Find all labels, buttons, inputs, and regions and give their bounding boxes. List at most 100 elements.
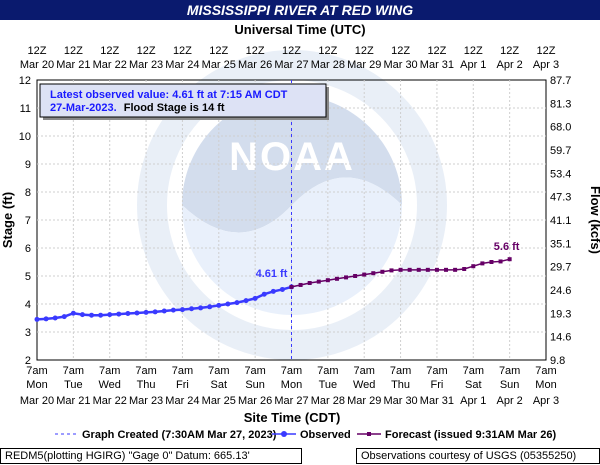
right-tick-label: 35.1 — [550, 238, 571, 250]
bottom-tick-date: Mar 27 — [274, 395, 308, 407]
footer-source: Observations courtesy of USGS (05355250) — [356, 448, 600, 464]
footer-datum: REDM5(plotting HGIRG) "Gage 0" Datum: 66… — [0, 448, 302, 464]
y-tick-label: 10 — [19, 131, 31, 143]
observed-point — [98, 312, 104, 318]
info-box: Latest observed value: 4.61 ft at 7:15 A… — [39, 83, 329, 120]
y-tick-label: 7 — [25, 215, 31, 227]
bottom-tick-date: Mar 31 — [420, 395, 454, 407]
observed-point — [243, 298, 249, 304]
observed-point — [252, 295, 258, 301]
right-tick-label: 53.4 — [550, 168, 571, 180]
top-tick-time: 12Z — [246, 45, 265, 57]
top-tick-date: Mar 30 — [383, 59, 417, 71]
bottom-tick-time: 7am — [463, 365, 484, 377]
x-axis-title: Site Time (CDT) — [244, 410, 341, 425]
forecast-value-label: 5.6 ft — [494, 241, 520, 253]
bottom-tick-date: Apr 1 — [460, 395, 486, 407]
top-axis-ticks: 12Z Mar 20 12Z Mar 21 12Z Mar 22 12Z Mar 23 12Z M… — [20, 45, 559, 71]
observed-point — [179, 307, 185, 313]
top-tick-time: 12Z — [464, 45, 483, 57]
forecast-point — [480, 261, 485, 266]
top-tick-date: Mar 23 — [129, 59, 163, 71]
bottom-tick-time: 7am — [244, 365, 265, 377]
observed-point — [116, 311, 122, 317]
bottom-tick-time: 7am — [354, 365, 375, 377]
forecast-point — [353, 274, 358, 278]
bottom-tick-day: Sat — [211, 379, 228, 391]
bottom-tick-date: Mar 28 — [311, 395, 345, 407]
observed-point — [225, 301, 231, 307]
bottom-tick-date: Apr 2 — [496, 395, 522, 407]
observed-point — [134, 310, 140, 316]
right-axis-title: Flow (kcfs) — [588, 186, 600, 254]
info-date: 27-Mar-2023. — [50, 102, 117, 114]
right-tick-label: 9.8 — [550, 355, 565, 367]
observed-point — [43, 316, 49, 322]
top-tick-date: Mar 22 — [93, 59, 127, 71]
observed-point — [143, 309, 149, 315]
chart-title: MISSISSIPPI RIVER AT RED WING — [187, 2, 413, 18]
bottom-tick-date: Mar 20 — [20, 395, 54, 407]
forecast-point — [416, 267, 421, 272]
observed-point — [152, 309, 158, 315]
forecast-point — [398, 267, 403, 272]
top-tick-date: Mar 25 — [202, 59, 236, 71]
bottom-tick-day: Fri — [431, 379, 444, 391]
observed-point — [279, 286, 285, 292]
right-tick-label: 19.3 — [550, 308, 571, 320]
top-tick-time: 12Z — [28, 45, 47, 57]
forecast-point — [344, 275, 349, 280]
observed-point — [189, 306, 195, 312]
observed-point — [216, 302, 222, 308]
bottom-tick-day: Mon — [281, 379, 302, 391]
top-tick-time: 12Z — [537, 45, 556, 57]
top-tick-time: 12Z — [209, 45, 228, 57]
observed-point — [61, 314, 67, 320]
forecast-point — [471, 264, 476, 269]
right-tick-label: 47.3 — [550, 192, 571, 204]
observed-point — [107, 312, 113, 318]
forecast-point — [298, 282, 303, 287]
observed-point — [79, 312, 85, 318]
bottom-tick-date: Mar 26 — [238, 395, 272, 407]
bottom-tick-date: Mar 21 — [56, 395, 90, 407]
forecast-point — [453, 267, 458, 272]
top-tick-date: Apr 3 — [533, 59, 559, 71]
bottom-tick-day: Sat — [465, 379, 482, 391]
y-tick-label: 8 — [25, 187, 31, 199]
forecast-point — [462, 267, 467, 271]
top-tick-time: 12Z — [391, 45, 410, 57]
observed-point — [270, 288, 276, 294]
observed-point — [170, 307, 176, 313]
bottom-tick-time: 7am — [99, 365, 120, 377]
bottom-tick-date: Mar 22 — [93, 395, 127, 407]
observed-point — [125, 311, 131, 317]
top-tick-date: Mar 26 — [238, 59, 272, 71]
bottom-tick-day: Wed — [99, 379, 121, 391]
legend: Graph Created (7:30AM Mar 27, 2023) Obse… — [55, 429, 557, 441]
top-tick-time: 12Z — [500, 45, 519, 57]
right-tick-label: 14.6 — [550, 332, 571, 344]
bottom-tick-date: Mar 24 — [165, 395, 199, 407]
observed-point — [234, 300, 240, 306]
bottom-tick-date: Apr 3 — [533, 395, 559, 407]
top-tick-date: Mar 31 — [420, 59, 454, 71]
y-tick-label: 9 — [25, 159, 31, 171]
top-tick-time: 12Z — [282, 45, 301, 57]
observed-point — [207, 304, 213, 310]
bottom-tick-time: 7am — [135, 365, 156, 377]
forecast-point — [389, 268, 394, 273]
forecast-point — [362, 272, 367, 277]
bottom-tick-day: Mon — [535, 379, 556, 391]
top-tick-time: 12Z — [64, 45, 83, 57]
left-axis-ticks: 2 3 4 5 6 7 8 9 10 11 12 — [19, 75, 31, 367]
bottom-tick-date: Mar 30 — [383, 395, 417, 407]
y-tick-label: 12 — [19, 75, 31, 87]
forecast-point — [316, 279, 321, 284]
legend-graph-created: Graph Created (7:30AM Mar 27, 2023) — [82, 429, 277, 441]
bottom-tick-date: Mar 25 — [202, 395, 236, 407]
info-flood-stage: Flood Stage is 14 ft — [124, 102, 225, 114]
forecast-point — [289, 284, 294, 289]
svg-text:27-Mar-2023. Flood Stage: 27-Mar-2023. Flood Stage is 14 ft — [50, 102, 225, 114]
bottom-tick-time: 7am — [499, 365, 520, 377]
